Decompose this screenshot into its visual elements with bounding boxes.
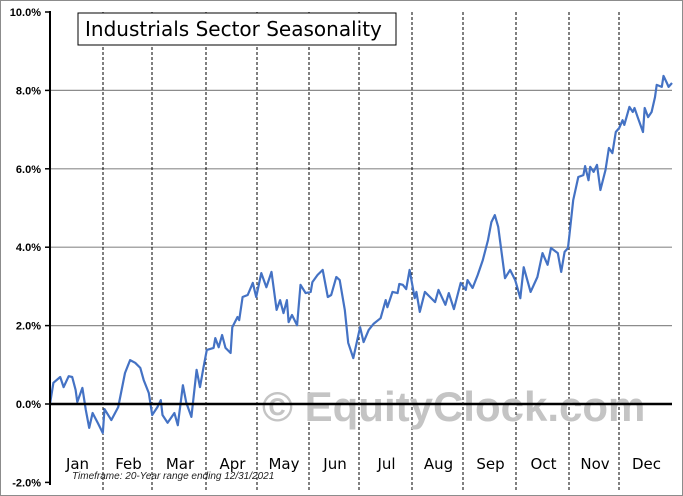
y-tick-label: 6.0% [16,164,41,176]
month-label: Dec [632,455,661,473]
month-label: Apr [220,455,247,473]
month-label: May [268,455,299,473]
month-label: Feb [115,455,142,473]
watermark: © EquityClock.com [262,383,645,430]
y-tick-label: -2.0% [12,477,41,489]
chart-title: Industrials Sector Seasonality [85,17,382,41]
y-axis-ticks: -2.0% 0.0% 2.0% 4.0% 6.0% 8.0% 10.0% [10,7,50,489]
title-box [77,12,397,46]
month-labels: Jan Feb Mar Apr May Jun Jul Aug Sep Oct Nov Dec [65,455,661,473]
month-label: Jul [376,455,395,473]
y-tick-label: 4.0% [16,242,41,254]
y-tick-label: 2.0% [16,321,41,333]
month-label: Jun [322,455,346,473]
month-label: Aug [424,455,453,473]
month-dividers [102,12,620,492]
timeframe-note: Timeframe: 20-Year range ending 12/31/20… [72,471,274,482]
month-label: Sep [476,455,504,473]
month-label: Nov [580,455,609,473]
y-tick-label: 10.0% [10,7,41,19]
gridlines [50,89,672,327]
y-tick-label: 8.0% [16,85,41,97]
month-label: Mar [166,455,195,473]
series-line [48,74,673,435]
y-tick-label: 0.0% [16,399,41,411]
month-label: Oct [531,455,557,473]
month-label: Jan [65,455,89,473]
